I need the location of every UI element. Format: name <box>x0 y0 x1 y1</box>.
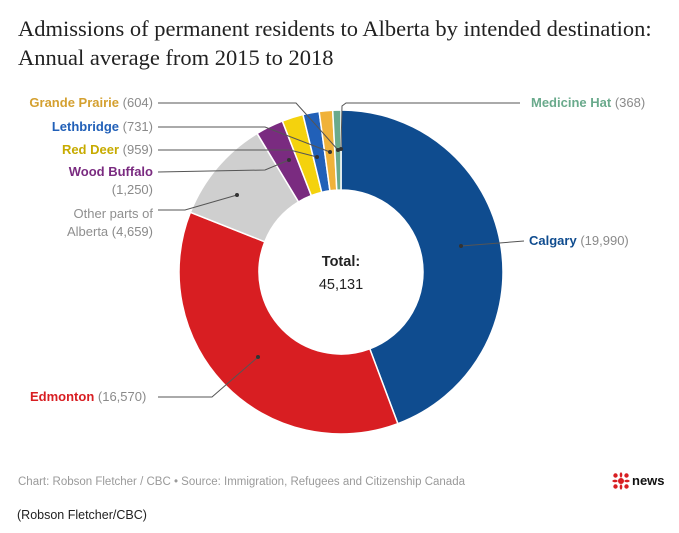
label-edmonton: Edmonton (16,570) <box>30 388 146 406</box>
label-calgary-value: (19,990) <box>580 233 629 248</box>
label-wood-buffalo-name: Wood Buffalo <box>68 164 153 179</box>
source-note: Chart: Robson Fletcher / CBC • Source: I… <box>18 476 465 488</box>
label-medicine-hat: Medicine Hat (368) <box>531 94 645 112</box>
label-grande-prairie: Grande Prairie (604) <box>29 94 153 112</box>
leader-dot-lethbridge <box>328 150 332 154</box>
cbc-news-logo: news <box>612 470 668 494</box>
label-grande-prairie-value: (604) <box>122 95 153 110</box>
leader-grande-prairie <box>158 102 339 151</box>
label-lethbridge-value: (731) <box>122 119 153 134</box>
label-lethbridge: Lethbridge (731) <box>52 118 153 136</box>
total-value: 45,131 <box>319 277 363 293</box>
label-other: Other parts of Alberta (4,659) <box>67 205 153 241</box>
label-red-deer: Red Deer (959) <box>62 141 153 159</box>
logo-text: news <box>632 473 665 488</box>
label-calgary: Calgary (19,990) <box>529 232 629 250</box>
chart-title: Admissions of permanent residents to Alb… <box>18 16 652 70</box>
photo-credit: (Robson Fletcher/CBC) <box>17 508 147 522</box>
label-edmonton-value: (16,570) <box>97 389 147 404</box>
label-red-deer-name: Red Deer <box>61 142 120 157</box>
label-calgary-name: Calgary <box>529 233 577 248</box>
label-grande-prairie-name: Grande Prairie <box>29 95 120 110</box>
cbc-gem-icon <box>612 472 630 490</box>
leader-lethbridge <box>158 126 331 153</box>
label-other-name-2: Alberta <box>66 224 109 239</box>
total-label: Total: <box>322 254 360 270</box>
slice-calgary <box>340 109 504 425</box>
leader-medicine-hat <box>340 102 520 150</box>
leader-dot-calgary <box>459 244 463 248</box>
leader-other <box>158 194 238 211</box>
label-medicine-hat-value: (368) <box>614 95 646 110</box>
label-lethbridge-name: Lethbridge <box>51 119 120 134</box>
leader-wood-buffalo <box>157 159 290 173</box>
leader-calgary <box>460 240 525 247</box>
label-wood-buffalo-value: (1,250) <box>111 182 153 197</box>
leader-dot-medicine-hat <box>339 147 343 151</box>
leader-edmonton <box>158 356 259 398</box>
label-other-name-1: Other parts of <box>73 206 153 221</box>
label-medicine-hat-name: Medicine Hat <box>531 95 612 110</box>
leader-lines <box>157 102 525 398</box>
leader-dot-edmonton <box>256 355 260 359</box>
leader-red-deer <box>158 149 318 158</box>
slice-edmonton <box>178 211 399 435</box>
leader-dot-other <box>235 193 239 197</box>
label-other-value: (4,659) <box>111 224 153 239</box>
leader-dot-wood-buffalo <box>287 158 291 162</box>
label-edmonton-name: Edmonton <box>30 389 95 404</box>
label-wood-buffalo: Wood Buffalo (1,250) <box>69 163 153 199</box>
donut-slices <box>178 109 504 435</box>
label-red-deer-value: (959) <box>122 142 153 157</box>
leader-dot-red-deer <box>315 155 319 159</box>
